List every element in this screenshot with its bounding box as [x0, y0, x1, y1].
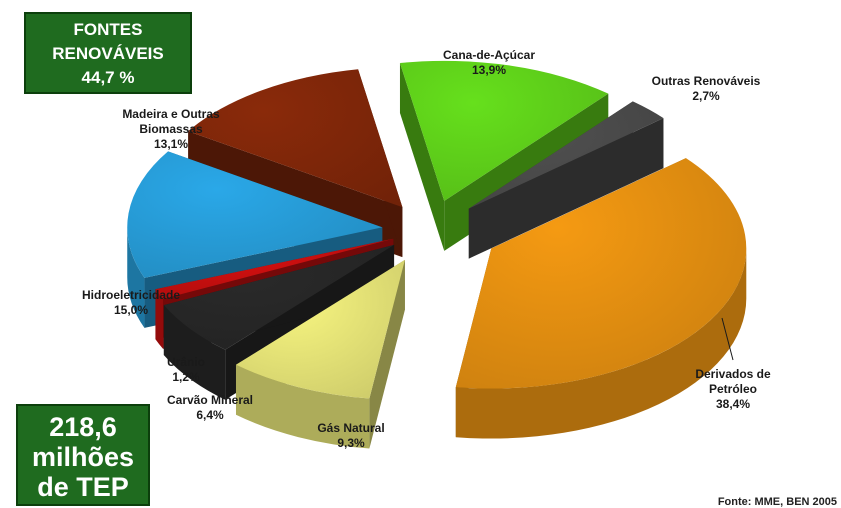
label-uranio: Urânio 1,2% [167, 355, 205, 385]
slice-top-g-s-natural [235, 259, 405, 399]
pie-slice [235, 259, 405, 449]
label-value: 38,4% [715, 397, 751, 411]
label-name: Outras Renováveis [651, 74, 761, 88]
label-name: Cana-de-Açúcar [442, 48, 536, 62]
label-value: 13,9% [471, 63, 507, 77]
slice-top-hidroeletricidade [127, 151, 383, 278]
slice-outer-wall [155, 289, 164, 349]
slice-outer-wall [163, 305, 226, 400]
label-value: 6,4% [196, 408, 224, 422]
label-outras-renovaveis: Outras Renováveis 2,7% [652, 74, 761, 104]
label-value: 13,1% [153, 137, 189, 151]
slice-top-derivados-de-petr-leo [455, 158, 747, 389]
renewables-box-line3: 44,7 % [81, 68, 135, 87]
renewables-share-box: FONTES RENOVÁVEIS 44,7 % [24, 12, 192, 94]
leader-line [721, 317, 734, 361]
slice-outer-wall [235, 364, 370, 449]
label-name: Hidroeletricidade [81, 288, 181, 302]
label-derivados-de-petroleo: Derivados de Petróleo 38,4% [685, 367, 781, 412]
renewables-box-line2: RENOVÁVEIS [52, 44, 164, 63]
slice-top-outras-renov-veis [468, 101, 664, 209]
label-name: Madeira e Outras Biomassas [122, 107, 220, 136]
total-energy-box: 218,6 milhões de TEP [16, 404, 150, 506]
label-value: 9,3% [337, 436, 365, 450]
slice-outer-wall [455, 248, 747, 439]
slice-top-ur-nio [155, 238, 394, 299]
label-hidroeletricidade: Hidroeletricidade 15,0% [82, 288, 180, 318]
slice-outer-wall [127, 227, 145, 328]
slice-side-wall [468, 118, 664, 259]
pie-slice [455, 158, 747, 439]
pie-slice [468, 101, 664, 259]
label-value: 15,0% [113, 303, 149, 317]
label-cana-de-acucar: Cana-de-Açúcar 13,9% [443, 48, 535, 78]
label-name: Gás Natural [317, 421, 385, 435]
total-box-line3: de TEP [37, 472, 129, 502]
total-box-line1: 218,6 [49, 412, 117, 442]
slice-top-madeira-e-outras-biomassas [188, 69, 403, 208]
label-madeira-biomassas: Madeira e Outras Biomassas 13,1% [106, 107, 236, 152]
label-name: Urânio [166, 355, 206, 369]
slice-top-carv-o-mineral [163, 244, 395, 350]
slice-side-wall [399, 62, 445, 251]
slice-top-cana-de-a-car [399, 60, 609, 201]
label-value: 1,2% [172, 370, 200, 384]
source-note: Fonte: MME, BEN 2005 [717, 496, 837, 508]
label-value: 2,7% [692, 89, 720, 103]
renewables-box-line1: FONTES [73, 20, 143, 39]
total-box-line2: milhões [31, 442, 135, 472]
label-carvao-mineral: Carvão Mineral 6,4% [167, 393, 253, 423]
label-name: Derivados de Petróleo [695, 367, 771, 396]
label-name: Carvão Mineral [166, 393, 254, 407]
label-gas-natural: Gás Natural 9,3% [317, 421, 384, 451]
